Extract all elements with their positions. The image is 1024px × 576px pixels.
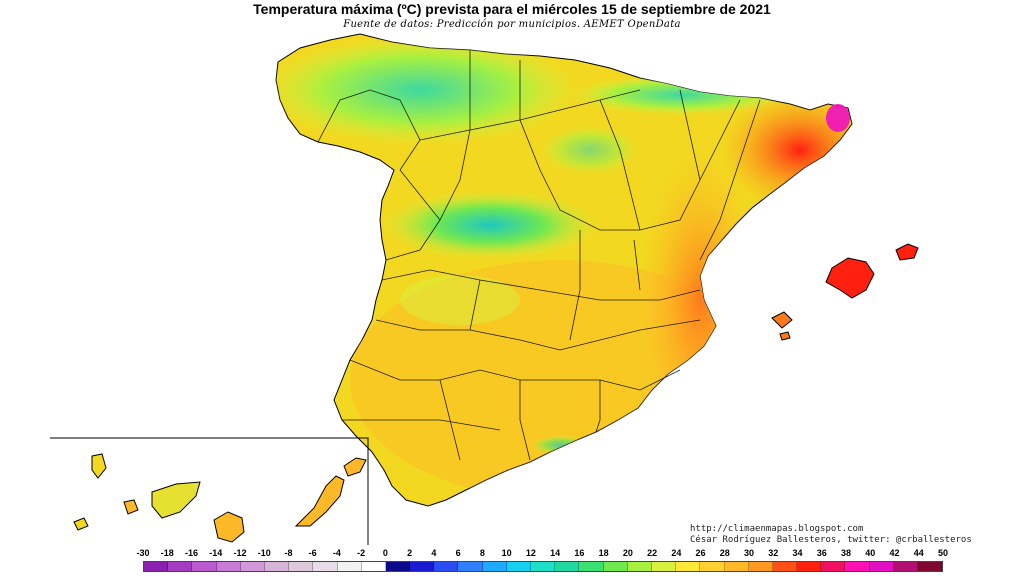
- legend-tick-label: 12: [525, 548, 536, 558]
- legend-swatch: [918, 562, 943, 571]
- legend-tick-label: 42: [889, 548, 900, 558]
- legend-swatch: [506, 562, 531, 571]
- color-legend: [143, 561, 943, 572]
- legend-swatch: [337, 562, 362, 571]
- legend-tick-label: 22: [647, 548, 658, 558]
- legend-swatch: [700, 562, 725, 571]
- la-palma: [91, 453, 107, 479]
- legend-tick-label: 2: [407, 548, 413, 558]
- legend-swatch: [385, 562, 411, 571]
- legend-swatch: [869, 562, 894, 571]
- lanzarote: [343, 457, 367, 477]
- legend-tick-label: 0: [382, 548, 388, 558]
- credits-blog: http://climaenmapas.blogspot.com: [690, 524, 864, 534]
- la-gomera: [123, 499, 139, 515]
- legend-tick-label: 18: [598, 548, 609, 558]
- legend-tick-label: -8: [284, 548, 293, 558]
- formentera: [779, 331, 791, 341]
- legend-swatch: [434, 562, 459, 571]
- legend-tick-label: 26: [695, 548, 706, 558]
- legend-tick-label: 6: [455, 548, 461, 558]
- legend-tick-label: 34: [792, 548, 803, 558]
- legend-tick-label: 50: [937, 548, 949, 558]
- tenerife: [151, 481, 201, 519]
- legend-swatch: [821, 562, 846, 571]
- legend-swatch: [168, 562, 193, 571]
- mallorca: [825, 257, 875, 299]
- legend-tick-label: -12: [233, 548, 247, 558]
- legend-tick-label: -16: [184, 548, 198, 558]
- legend-tick-label: 38: [841, 548, 852, 558]
- legend-swatch: [531, 562, 556, 571]
- legend-tick-label: 4: [431, 548, 437, 558]
- temperature-map: [50, 33, 919, 545]
- legend-tick-label: -4: [332, 548, 341, 558]
- credits: http://climaenmapas.blogspot.com César R…: [690, 524, 972, 546]
- legend-swatch: [555, 562, 580, 571]
- legend-swatch: [264, 562, 290, 571]
- legend-tick-label: 30: [744, 548, 755, 558]
- legend-swatch: [192, 562, 217, 571]
- legend-swatch: [313, 562, 338, 571]
- legend-tick-label: -14: [209, 548, 223, 558]
- legend-tick-label: -10: [257, 548, 271, 558]
- legend-swatch: [410, 562, 435, 571]
- legend-swatch: [144, 562, 169, 571]
- map-subtitle: Fuente de datos: Predicción por municipi…: [343, 19, 681, 30]
- legend-swatch: [797, 562, 822, 571]
- ibiza: [771, 311, 793, 329]
- legend-tick-label: 20: [622, 548, 633, 558]
- legend-swatch: [361, 562, 386, 571]
- legend-swatch: [579, 562, 604, 571]
- legend-swatch: [724, 562, 749, 571]
- legend-swatch: [772, 562, 798, 571]
- fuerteventura: [294, 475, 345, 527]
- legend-swatch: [651, 562, 677, 571]
- legend-labels: -30 -18 -16 -14 -12 -10 -8 -6 -4 -2 0 2 4 6 8 10 12 14 16 1…: [0, 548, 1024, 560]
- legend-tick-label: -30: [136, 548, 150, 558]
- legend-swatch: [748, 562, 773, 571]
- legend-tick-label: 44: [913, 548, 924, 558]
- legend-swatch: [676, 562, 701, 571]
- legend-swatch: [893, 562, 918, 571]
- legend-tick-label: 40: [865, 548, 876, 558]
- legend-tick-label: 36: [816, 548, 827, 558]
- legend-tick-label: -6: [308, 548, 317, 558]
- menorca: [895, 243, 919, 261]
- legend-tick-label: 24: [671, 548, 682, 558]
- legend-swatch: [482, 562, 507, 571]
- legend-tick-label: -18: [160, 548, 174, 558]
- legend-tick-label: 10: [501, 548, 512, 558]
- legend-swatch: [458, 562, 483, 571]
- legend-swatch: [289, 562, 314, 571]
- legend-tick-label: -2: [357, 548, 366, 558]
- legend-swatch: [603, 562, 628, 571]
- legend-tick-label: 16: [574, 548, 585, 558]
- legend-tick-label: 28: [719, 548, 730, 558]
- legend-tick-label: 14: [550, 548, 561, 558]
- gran-canaria: [213, 511, 245, 543]
- credits-author: César Rodríguez Ballesteros, twitter: @c…: [690, 535, 972, 545]
- el-hierro: [73, 517, 89, 531]
- legend-swatch: [845, 562, 870, 571]
- legend-tick-label: 32: [768, 548, 779, 558]
- legend-swatch: [240, 562, 265, 571]
- legend-swatch: [216, 562, 241, 571]
- map-title: Temperatura máxima (ºC) prevista para el…: [253, 1, 771, 17]
- legend-swatch: [627, 562, 652, 571]
- legend-tick-label: 8: [479, 548, 485, 558]
